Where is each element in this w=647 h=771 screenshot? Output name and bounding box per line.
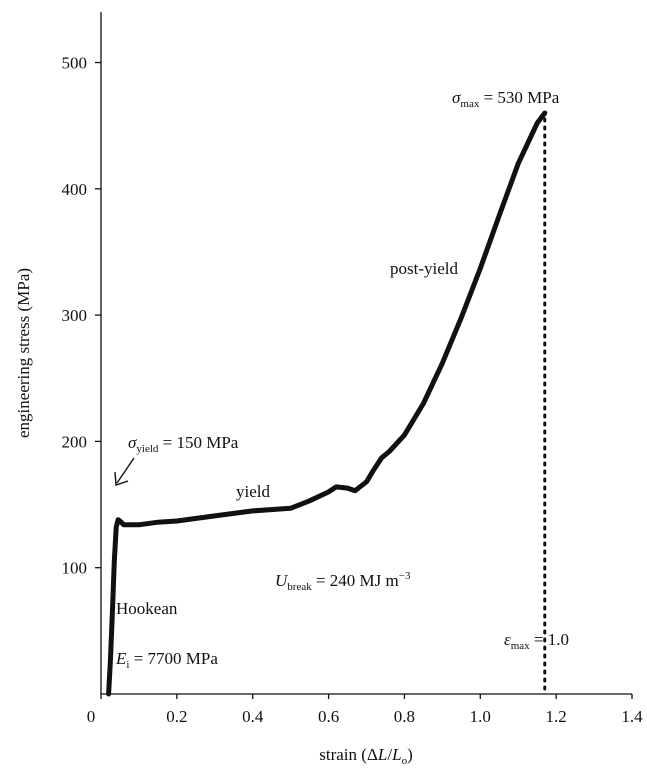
yield-arrow (114, 457, 135, 486)
x-tick-label: 1.2 (546, 707, 567, 726)
x-tick-label: 0 (87, 707, 96, 726)
x-tick-label: 0.8 (394, 707, 415, 726)
annotation-toughness: Ubreak = 240 MJ m−3 (275, 570, 411, 593)
y-tick-label: 500 (62, 54, 88, 73)
x-tick-label: 0.6 (318, 707, 339, 726)
stress-strain-curve (106, 110, 548, 697)
y-axis-ticks: 100 200 300 400 500 (62, 54, 101, 578)
annotation-hookean: Hookean (116, 599, 178, 618)
y-tick-label: 100 (62, 559, 88, 578)
y-tick-label: 200 (62, 432, 88, 451)
annotation-post-yield: post-yield (390, 259, 458, 278)
annotation-yield: yield (236, 482, 270, 501)
x-axis-ticks: 0 0.2 0.4 0.6 0.8 1.0 1.2 1.4 (87, 694, 643, 726)
y-axis-title: engineering stress (MPa) (14, 268, 33, 438)
annotation-max-strain: εmax = 1.0 (504, 630, 569, 652)
x-axis-title: strain (ΔL/Lo) (319, 745, 412, 767)
annotation-yield-stress: σyield = 150 MPa (128, 433, 239, 455)
y-tick-label: 400 (62, 180, 88, 199)
x-tick-label: 0.4 (242, 707, 264, 726)
y-tick-label: 300 (62, 306, 88, 325)
x-tick-label: 0.2 (166, 707, 187, 726)
annotation-max-stress: σmax = 530 MPa (452, 88, 560, 110)
annotation-modulus: Ei = 7700 MPa (115, 649, 218, 671)
x-tick-label: 1.0 (470, 707, 491, 726)
x-tick-label: 1.4 (621, 707, 643, 726)
